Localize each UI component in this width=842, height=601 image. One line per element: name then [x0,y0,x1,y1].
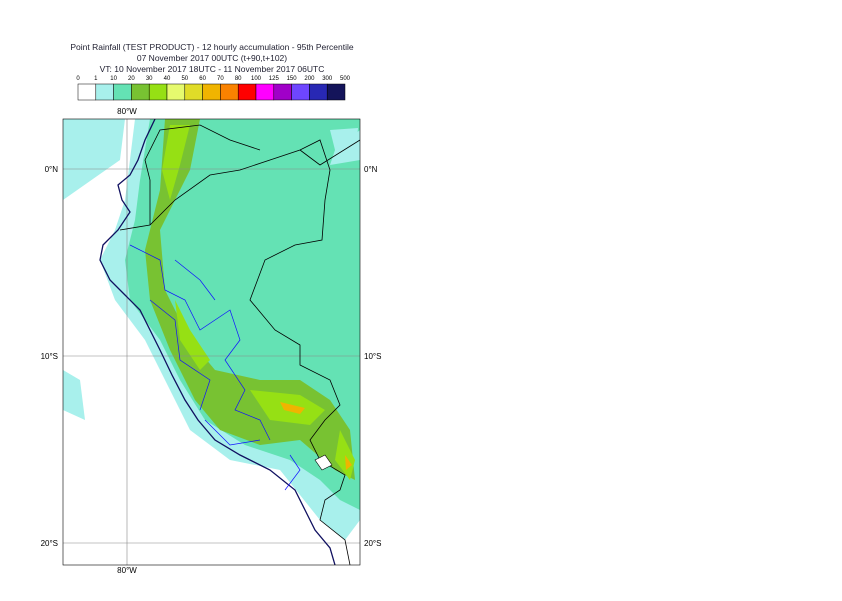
legend: 0 1 10 20 30 40 50 60 70 80 100 125 150 200 300 500 [76,76,351,101]
legend-swatch [131,83,150,101]
legend-label: 200 [304,76,315,82]
legend-swatch [202,83,221,101]
title-line: VT: 10 November 2017 18UTC - 11 November… [100,64,325,74]
lat-label: 0°N [364,165,378,174]
legend-swatch [291,83,310,101]
legend-label: 125 [269,76,280,82]
lat-label: 10°S [41,352,58,361]
legend-swatch [166,83,186,101]
legend-swatch [326,83,346,101]
legend-label: 0 [76,76,80,82]
lon-label: 80°W [117,566,137,575]
legend-label: 150 [287,76,298,82]
lat-label: 10°S [364,352,381,361]
legend-label: 20 [128,76,135,82]
legend-swatch [255,83,275,101]
legend-swatch [77,83,97,101]
lat-label: 0°N [45,165,59,174]
map-frame [62,118,361,566]
legend-swatch [113,83,132,101]
legend-label: 40 [164,76,171,82]
legend-swatch [184,83,203,101]
legend-swatch [148,83,168,101]
legend-label: 10 [110,76,117,82]
lat-label: 20°S [41,539,58,548]
legend-label: 60 [199,76,206,82]
legend-label: 100 [251,76,262,82]
legend-label: 30 [146,76,153,82]
legend-swatch [273,83,292,101]
title-line: Point Rainfall (TEST PRODUCT) - 12 hourl… [70,42,354,52]
map [63,119,360,565]
lat-label: 20°S [364,539,381,548]
legend-label: 50 [181,76,188,82]
legend-label: 1 [94,76,98,82]
legend-label: 300 [322,76,333,82]
legend-swatch [237,83,257,101]
legend-swatch [95,83,114,101]
legend-label: 80 [235,76,242,82]
legend-swatch [220,83,239,101]
lon-label: 80°W [117,107,137,116]
legend-swatch [309,83,328,101]
legend-label: 500 [340,76,351,82]
legend-label: 70 [217,76,224,82]
title-line: 07 November 2017 00UTC (t+90,t+102) [137,53,287,63]
